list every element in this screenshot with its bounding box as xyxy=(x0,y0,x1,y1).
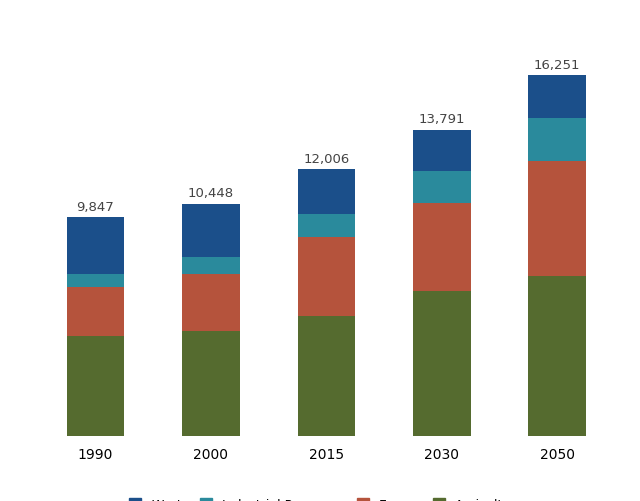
Bar xyxy=(67,336,124,436)
Text: 10,448: 10,448 xyxy=(188,187,234,200)
Bar xyxy=(413,130,470,171)
Bar xyxy=(298,316,355,436)
Bar xyxy=(529,119,586,161)
Bar xyxy=(413,203,470,292)
Legend: Waste, Industrial Processes, Energy, Agriculture: Waste, Industrial Processes, Energy, Agr… xyxy=(124,492,529,501)
Bar xyxy=(529,76,586,119)
Bar xyxy=(182,204,240,258)
Text: 16,251: 16,251 xyxy=(534,59,580,72)
Bar xyxy=(182,274,240,332)
Bar xyxy=(529,161,586,277)
Text: 12,006: 12,006 xyxy=(303,152,349,165)
Text: 13,791: 13,791 xyxy=(419,113,465,126)
Bar xyxy=(413,292,470,436)
Bar xyxy=(529,277,586,436)
Bar xyxy=(298,170,355,214)
Bar xyxy=(67,218,124,274)
Bar xyxy=(413,171,470,203)
Text: 9,847: 9,847 xyxy=(77,200,115,213)
Bar xyxy=(67,274,124,288)
Bar xyxy=(298,214,355,237)
Bar xyxy=(182,258,240,274)
Bar xyxy=(298,237,355,316)
Bar xyxy=(67,288,124,336)
Bar xyxy=(182,332,240,436)
